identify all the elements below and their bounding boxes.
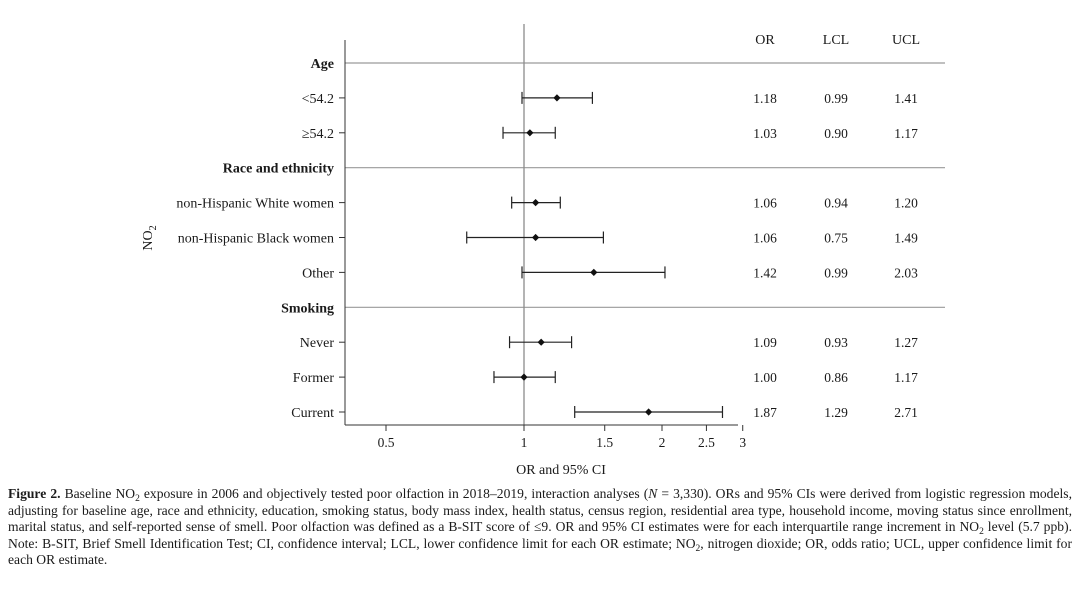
- lcl-value: 0.99: [824, 91, 848, 106]
- row-label: <54.2: [302, 92, 334, 107]
- point-estimate: [537, 338, 545, 346]
- ucl-value: 1.17: [894, 126, 918, 141]
- x-axis-title: OR and 95% CI: [516, 463, 606, 478]
- or-value: 1.18: [753, 91, 777, 106]
- x-tick-label: 1.5: [596, 435, 613, 450]
- lcl-value: 0.90: [824, 126, 848, 141]
- column-header-lcl: LCL: [823, 33, 849, 48]
- row-label: ≥54.2: [302, 127, 334, 142]
- row-label: non-Hispanic White women: [176, 197, 334, 212]
- ucl-value: 2.71: [894, 405, 918, 420]
- x-tick-label: 2: [659, 435, 666, 450]
- x-tick-label: 3: [739, 435, 746, 450]
- column-header-ucl: UCL: [892, 33, 920, 48]
- lcl-value: 0.86: [824, 370, 848, 385]
- x-tick-label: 1: [521, 435, 528, 450]
- point-estimate: [526, 129, 534, 137]
- lcl-value: 1.29: [824, 405, 848, 420]
- point-estimate: [553, 94, 561, 102]
- row-label: Current: [291, 406, 334, 421]
- or-value: 1.03: [753, 126, 777, 141]
- row-label: non-Hispanic Black women: [178, 232, 334, 247]
- row-label: Former: [293, 371, 335, 386]
- lcl-value: 0.93: [824, 335, 848, 350]
- or-value: 1.06: [753, 231, 777, 246]
- or-value: 1.06: [753, 196, 777, 211]
- group-label: Smoking: [281, 301, 334, 316]
- group-label: Age: [311, 57, 334, 72]
- ucl-value: 1.20: [894, 196, 918, 211]
- or-value: 1.09: [753, 335, 777, 350]
- group-label: Race and ethnicity: [223, 162, 334, 177]
- lcl-value: 0.94: [824, 196, 848, 211]
- point-estimate: [532, 233, 540, 242]
- or-value: 1.87: [753, 405, 777, 420]
- lcl-value: 0.99: [824, 265, 848, 280]
- point-estimate: [532, 199, 540, 207]
- ucl-value: 1.27: [894, 335, 918, 350]
- ucl-value: 1.41: [894, 91, 918, 106]
- column-header-or: OR: [755, 33, 775, 48]
- ucl-value: 2.03: [894, 265, 918, 280]
- point-estimate: [645, 408, 653, 416]
- point-estimate: [590, 268, 598, 276]
- lcl-value: 0.75: [824, 231, 848, 246]
- figure-caption: Figure 2. Baseline NO2 exposure in 2006 …: [8, 486, 1072, 568]
- or-value: 1.42: [753, 265, 777, 280]
- ucl-value: 1.49: [894, 231, 918, 246]
- or-value: 1.00: [753, 370, 777, 385]
- x-tick-label: 0.5: [378, 435, 395, 450]
- y-axis-title: NO2: [141, 225, 159, 250]
- ucl-value: 1.17: [894, 370, 918, 385]
- forest-plot: NO2 OR and 95% CI OR LCL UCL Age <54.2 1.18 0.…: [141, 24, 945, 478]
- x-tick-label: 2.5: [698, 435, 715, 450]
- point-estimate: [520, 373, 528, 381]
- figure-label: Figure 2.: [8, 486, 61, 501]
- row-label: Other: [302, 266, 334, 281]
- row-label: Never: [300, 336, 335, 351]
